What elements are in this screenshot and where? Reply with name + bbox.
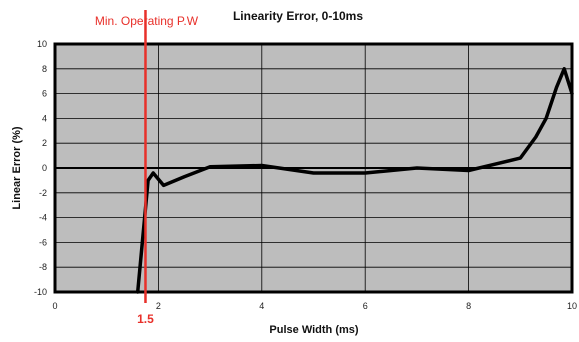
- chart-title: Linearity Error, 0-10ms: [233, 9, 363, 23]
- plot-frame: [53, 42, 574, 294]
- y-tick-label: 6: [42, 89, 47, 99]
- x-tick-label: 6: [363, 301, 368, 311]
- y-tick-label: 2: [42, 138, 47, 148]
- y-axis-title: Linear Error (%): [11, 126, 23, 209]
- y-tick-label: -6: [39, 237, 47, 247]
- y-tick-label: 0: [42, 163, 47, 173]
- y-tick-label: 4: [42, 113, 47, 123]
- y-tick-label: -2: [39, 188, 47, 198]
- x-tick-label: 0: [52, 301, 57, 311]
- min-operating-pw-label: Min. Operating P.W: [95, 14, 199, 28]
- y-tick-label: 10: [37, 39, 47, 49]
- plot-area: -10 -8 -6 -4 -2 0 2 4 6 8 10 0 2 4 6 8 10 Min. Operating …: [34, 10, 577, 326]
- x-axis-title: Pulse Width (ms): [269, 324, 358, 336]
- min-operating-pw-tick-label: 1.5: [137, 312, 154, 326]
- y-tick-label: -10: [34, 287, 47, 297]
- y-tick-label: -8: [39, 262, 47, 272]
- x-tick-label: 8: [466, 301, 471, 311]
- y-tick-label: 8: [42, 64, 47, 74]
- x-tick-label: 2: [156, 301, 161, 311]
- y-tick-label: -4: [39, 213, 47, 223]
- x-tick-label: 10: [567, 301, 577, 311]
- x-tick-label: 4: [259, 301, 264, 311]
- series-line: [135, 67, 574, 294]
